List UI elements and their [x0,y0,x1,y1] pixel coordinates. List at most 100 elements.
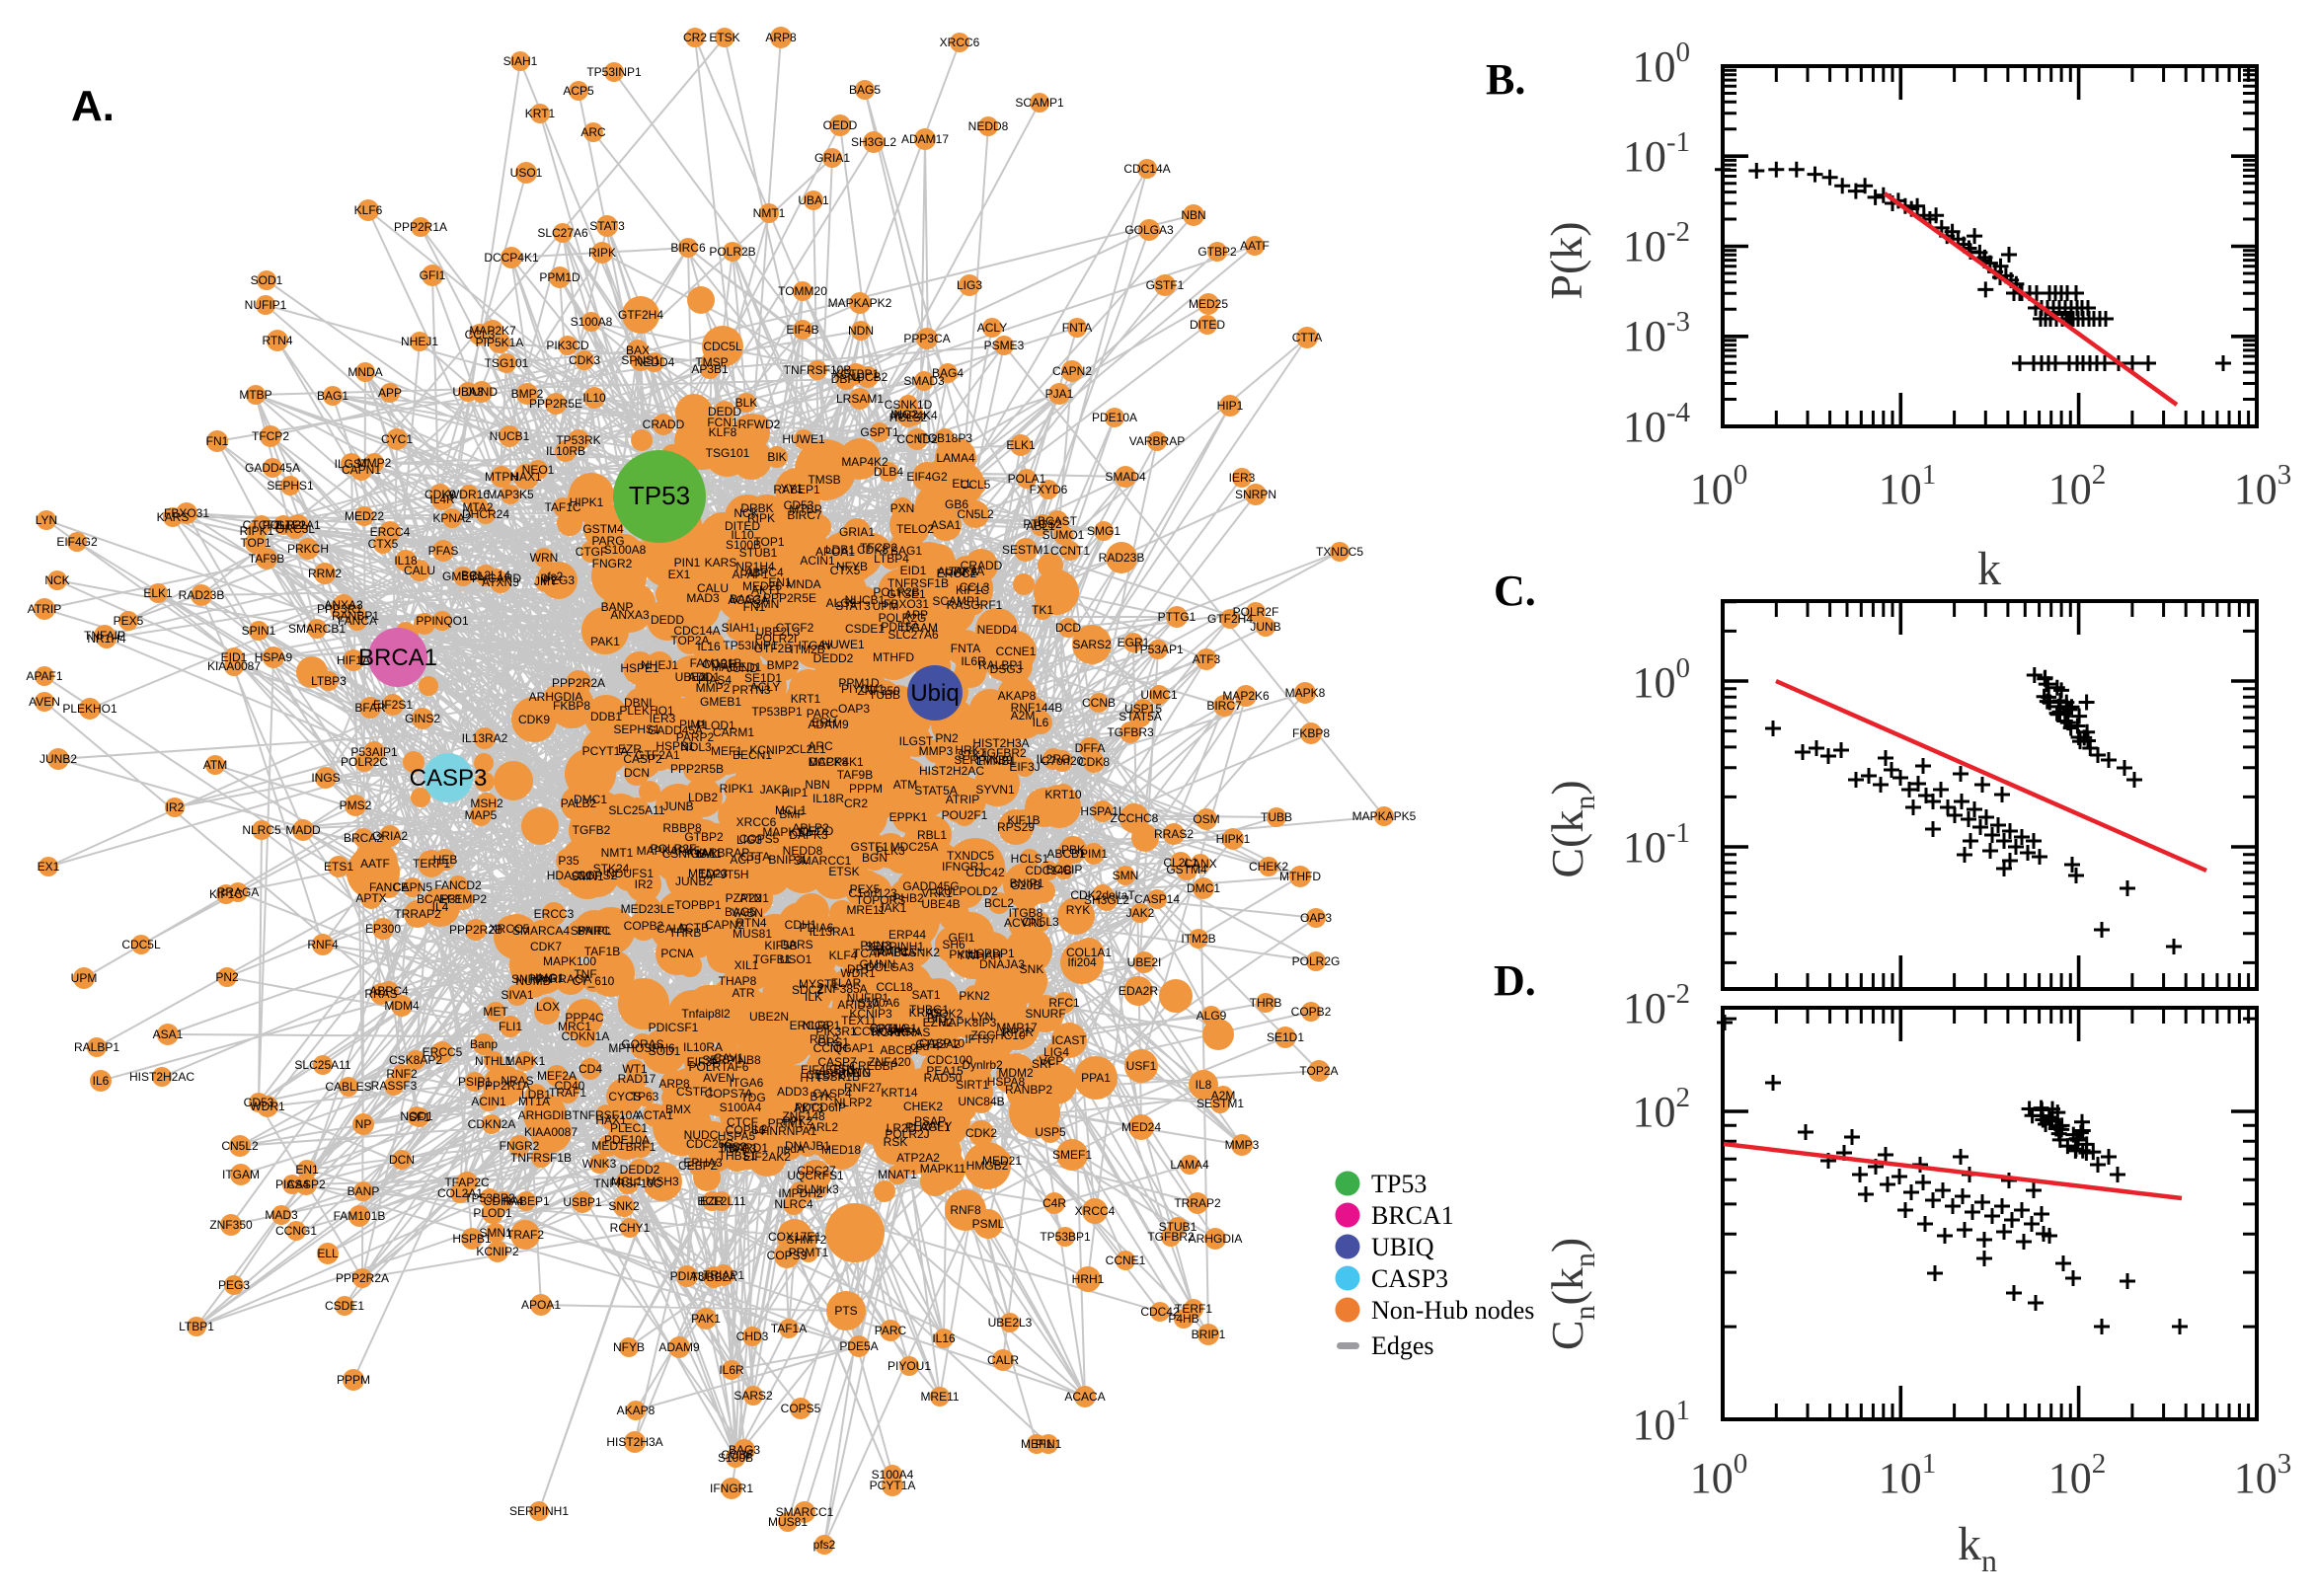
svg-text:PEX5: PEX5 [114,614,144,628]
svg-text:ALG9: ALG9 [826,596,857,610]
svg-text:CSTF1: CSTF1 [676,1085,714,1099]
svg-text:CDK9: CDK9 [518,713,550,726]
svg-text:MED1: MED1 [591,1139,625,1153]
svg-text:PIYOU1: PIYOU1 [888,1359,931,1373]
svg-text:WDR1: WDR1 [250,1100,285,1113]
svg-text:EX1: EX1 [668,568,691,581]
svg-text:MAPK10: MAPK10 [762,825,810,839]
svg-text:IL6R: IL6R [719,1363,744,1377]
svg-text:Banp: Banp [470,1037,498,1051]
svg-text:NBN: NBN [805,778,829,792]
svg-text:RAD23B: RAD23B [1099,551,1145,565]
svg-text:FNTA: FNTA [951,642,980,655]
svg-text:SMEF1: SMEF1 [1052,1148,1092,1162]
svg-text:NDN: NDN [848,324,874,338]
svg-text:XRCC4: XRCC4 [1075,1204,1116,1218]
svg-text:HIPK1: HIPK1 [1216,832,1251,846]
svg-text:GTSE1: GTSE1 [887,587,926,601]
svg-text:APP: APP [378,386,402,400]
svg-text:EZR: EZR [700,1194,724,1208]
svg-text:BAG1: BAG1 [317,389,348,403]
svg-text:BAG4: BAG4 [932,366,964,380]
svg-text:MADD: MADD [285,823,321,837]
svg-text:KIF1B: KIF1B [1007,813,1040,827]
svg-text:ATRIP: ATRIP [946,793,979,806]
svg-text:MED21: MED21 [982,1154,1022,1168]
svg-text:BIRC7: BIRC7 [787,508,822,522]
svg-text:PPP3CA: PPP3CA [903,332,950,345]
svg-text:DSG3: DSG3 [990,662,1023,676]
svg-text:PMS2: PMS2 [340,798,372,812]
svg-text:JUNB: JUNB [1250,620,1280,634]
svg-text:PRMT1: PRMT1 [789,1246,829,1259]
svg-text:CRADD: CRADD [643,418,685,431]
svg-text:PPP2R2A: PPP2R2A [336,1271,389,1285]
svg-text:RALBP1: RALBP1 [74,1040,119,1054]
svg-text:PPPM: PPPM [337,1373,370,1387]
svg-text:CCNG1: CCNG1 [275,1224,317,1238]
svg-text:NRAS: NRAS [501,1074,533,1088]
svg-text:NDUFS1: NDUFS1 [606,867,654,880]
svg-text:LRSAM1: LRSAM1 [836,392,884,406]
svg-text:LTBP4: LTBP4 [874,552,909,566]
svg-text:ACLY: ACLY [977,321,1007,335]
svg-text:TRAF2: TRAF2 [506,1228,544,1242]
svg-text:NCK: NCK [44,573,69,587]
svg-text:S100A8: S100A8 [571,315,613,329]
svg-text:DCN: DCN [389,1153,415,1167]
svg-text:FN1: FN1 [206,434,229,448]
svg-text:POLR2F: POLR2F [1233,605,1279,619]
svg-text:CDKN1A: CDKN1A [562,1029,610,1043]
svg-text:EID1: EID1 [900,564,927,577]
svg-text:OAP3: OAP3 [1300,911,1332,925]
svg-text:MNAT1: MNAT1 [878,1168,917,1181]
svg-text:TOMM20: TOMM20 [778,284,827,298]
svg-text:APOA1: APOA1 [521,1298,561,1312]
svg-text:EN1: EN1 [295,1163,319,1177]
svg-text:KRT1: KRT1 [791,692,821,706]
svg-text:LTBP1: LTBP1 [179,1320,214,1333]
svg-text:TGFBR3: TGFBR3 [1107,725,1154,739]
svg-text:UBE2N: UBE2N [749,1010,789,1024]
svg-text:MED25: MED25 [1189,297,1228,311]
svg-text:Non-Hub nodes: Non-Hub nodes [1371,1296,1534,1325]
svg-text:ARC: ARC [580,125,606,139]
svg-text:SCAMP1: SCAMP1 [1015,96,1064,110]
svg-text:HUWE1: HUWE1 [782,432,825,446]
svg-text:MCL1: MCL1 [611,1175,643,1188]
svg-text:PALB2: PALB2 [561,797,597,810]
svg-text:SARS2: SARS2 [1072,638,1112,651]
svg-text:EPHA3: EPHA3 [683,1156,723,1170]
svg-text:HSPA1L: HSPA1L [1080,804,1124,818]
svg-text:POU2F1: POU2F1 [942,808,988,822]
svg-text:C4R: C4R [1042,1196,1066,1210]
svg-text:CSNK1A1: CSNK1A1 [662,847,717,861]
svg-text:SNK: SNK [1020,962,1044,976]
svg-text:TP53: TP53 [629,481,690,510]
svg-text:KIF5B: KIF5B [764,939,797,952]
svg-text:JAK2: JAK2 [1126,906,1155,920]
svg-text:MMP3: MMP3 [919,744,954,758]
svg-text:IL2RG: IL2RG [1037,752,1071,766]
svg-text:Ubiq: Ubiq [910,680,959,707]
svg-text:PPA1: PPA1 [1081,1071,1111,1085]
svg-text:JUNB2: JUNB2 [39,752,77,766]
svg-text:GOLGA3: GOLGA3 [1124,223,1174,237]
svg-text:TMSB: TMSB [808,473,840,487]
svg-text:PLOD1: PLOD1 [473,1206,512,1220]
svg-text:TP53INP1: TP53INP1 [586,65,642,79]
svg-text:KCNIP2: KCNIP2 [476,1245,519,1258]
svg-text:ABCB4: ABCB4 [880,1043,919,1057]
svg-text:CR2: CR2 [844,797,868,810]
svg-text:TP53: TP53 [1371,1170,1427,1198]
svg-text:RNF144B: RNF144B [1011,701,1063,715]
svg-text:FLI1: FLI1 [499,1020,522,1033]
svg-text:RRAS2: RRAS2 [1154,827,1194,841]
svg-text:IL16: IL16 [932,1331,956,1345]
svg-text:ERH: ERH [811,716,836,729]
svg-text:DEDD2: DEDD2 [620,1163,660,1177]
svg-text:GSTF1: GSTF1 [1146,278,1185,292]
svg-text:PCYT1A: PCYT1A [870,1479,916,1492]
svg-text:TRAF1: TRAF1 [549,1086,586,1100]
svg-text:ACTB: ACTB [677,921,709,935]
